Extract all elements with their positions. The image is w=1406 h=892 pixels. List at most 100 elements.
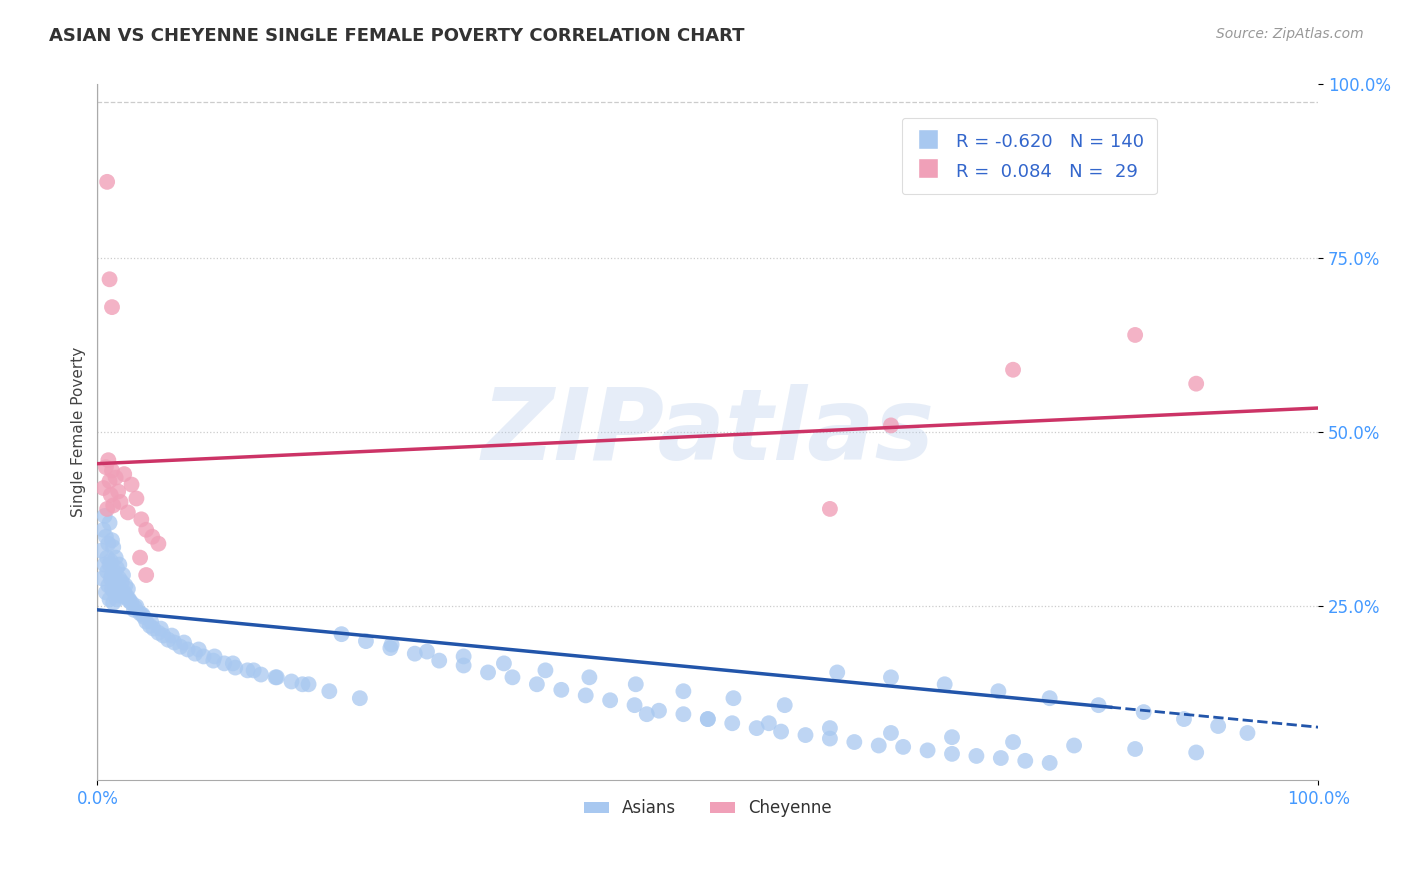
Point — [526, 677, 548, 691]
Point — [1173, 712, 1195, 726]
Point — [204, 649, 226, 664]
Text: Source: ZipAtlas.com: Source: ZipAtlas.com — [1216, 27, 1364, 41]
Point — [696, 712, 718, 726]
Point — [599, 693, 621, 707]
Point — [891, 739, 914, 754]
Point — [380, 641, 402, 656]
Point — [173, 635, 195, 649]
Point — [142, 622, 165, 636]
Point — [104, 578, 127, 592]
Point — [291, 677, 314, 691]
Point — [349, 691, 371, 706]
Point — [118, 594, 141, 608]
Point — [139, 615, 162, 629]
Point — [770, 724, 793, 739]
Point — [97, 578, 120, 592]
Point — [108, 558, 131, 572]
Point — [176, 642, 198, 657]
Point — [880, 670, 903, 684]
Point — [427, 654, 450, 668]
Point — [122, 603, 145, 617]
Point — [104, 550, 127, 565]
Point — [534, 664, 557, 678]
Point — [623, 698, 645, 713]
Point — [103, 540, 125, 554]
Point — [202, 654, 225, 668]
Point — [264, 670, 287, 684]
Point — [818, 731, 841, 746]
Point — [121, 477, 143, 491]
Point — [575, 689, 598, 703]
Point — [624, 677, 647, 691]
Point — [94, 585, 117, 599]
Point — [280, 674, 302, 689]
Point — [453, 649, 475, 664]
Point — [103, 585, 125, 599]
Point — [111, 574, 134, 589]
Point — [93, 508, 115, 523]
Point — [169, 640, 191, 654]
Point — [1039, 691, 1062, 706]
Point — [108, 582, 131, 596]
Point — [101, 582, 124, 596]
Point — [96, 550, 118, 565]
Point — [965, 748, 987, 763]
Point — [214, 657, 236, 671]
Point — [103, 596, 125, 610]
Point — [115, 589, 138, 603]
Point — [880, 726, 903, 740]
Point — [1002, 363, 1025, 377]
Point — [93, 523, 115, 537]
Point — [96, 175, 118, 189]
Text: ASIAN VS CHEYENNE SINGLE FEMALE POVERTY CORRELATION CHART: ASIAN VS CHEYENNE SINGLE FEMALE POVERTY … — [49, 27, 745, 45]
Point — [1123, 742, 1146, 756]
Point — [148, 625, 170, 640]
Point — [578, 670, 600, 684]
Point — [104, 470, 127, 484]
Point — [844, 735, 866, 749]
Point — [131, 512, 153, 526]
Legend: Asians, Cheyenne: Asians, Cheyenne — [578, 793, 838, 824]
Point — [100, 554, 122, 568]
Point — [111, 568, 134, 582]
Point — [1014, 754, 1036, 768]
Point — [101, 568, 124, 582]
Point — [93, 481, 115, 495]
Point — [794, 728, 817, 742]
Point — [745, 721, 768, 735]
Point — [1063, 739, 1085, 753]
Point — [941, 747, 963, 761]
Point — [107, 484, 129, 499]
Point — [818, 502, 841, 516]
Point — [98, 516, 121, 530]
Point — [152, 629, 174, 643]
Point — [1206, 719, 1229, 733]
Point — [124, 600, 146, 615]
Point — [1087, 698, 1109, 713]
Point — [96, 502, 118, 516]
Point — [114, 578, 136, 592]
Point — [132, 609, 155, 624]
Point — [297, 677, 319, 691]
Point — [105, 592, 128, 607]
Point — [98, 272, 121, 286]
Point — [101, 300, 124, 314]
Point — [1185, 746, 1208, 760]
Point — [163, 635, 186, 649]
Point — [135, 615, 157, 629]
Point — [453, 658, 475, 673]
Point — [131, 607, 153, 622]
Point — [149, 622, 172, 636]
Point — [723, 691, 745, 706]
Point — [129, 607, 152, 621]
Point — [108, 572, 131, 586]
Point — [97, 537, 120, 551]
Point — [477, 665, 499, 680]
Point — [648, 704, 671, 718]
Point — [250, 667, 273, 681]
Point — [917, 743, 939, 757]
Point — [103, 499, 125, 513]
Point — [148, 537, 170, 551]
Point — [236, 664, 259, 678]
Point — [100, 488, 122, 502]
